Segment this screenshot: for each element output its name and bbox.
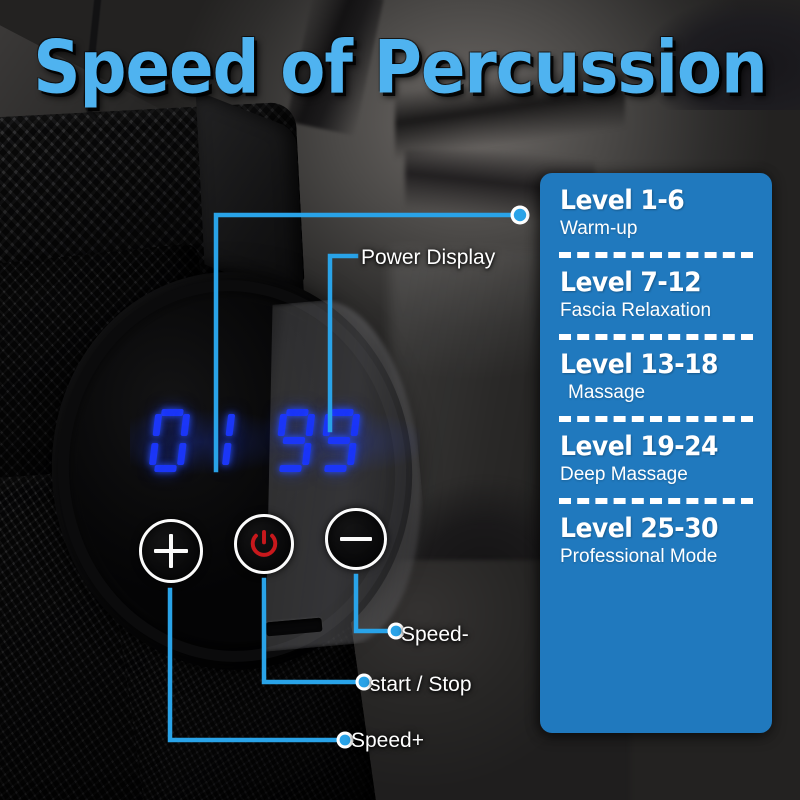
- led-digit: [275, 408, 316, 472]
- speed-plus-button[interactable]: [139, 519, 203, 583]
- level-block: Level 25-30 Professional Mode: [540, 515, 772, 568]
- level-title: Level 13-18: [560, 349, 719, 381]
- led-segment-b: [350, 414, 361, 436]
- level-block: Level 7-12 Fascia Relaxation: [540, 267, 772, 322]
- level-separator: [559, 498, 753, 505]
- led-segment-e: [148, 443, 159, 465]
- led-segment-g: [327, 437, 351, 444]
- led-value-left: [148, 408, 236, 472]
- led-segment-b: [180, 414, 191, 436]
- callout-label-power-display: Power Display: [361, 246, 496, 269]
- level-description: Warm-up: [560, 218, 638, 240]
- led-digit: [195, 408, 236, 472]
- led-segment-g: [282, 437, 306, 444]
- led-segment-f: [152, 414, 163, 436]
- level-separator: [559, 416, 753, 423]
- level-description: Massage: [568, 382, 646, 404]
- level-separator: [559, 334, 753, 341]
- led-digit: [148, 408, 191, 472]
- callout-label-speed-plus: Speed+: [351, 729, 424, 752]
- level-separator: [559, 252, 753, 259]
- start-stop-button[interactable]: [234, 514, 294, 574]
- level-title: Level 19-24: [560, 431, 719, 463]
- led-segment-d: [324, 465, 347, 472]
- page-title: Speed of Percussion: [33, 24, 768, 111]
- led-segment-b: [225, 414, 236, 436]
- led-segment-a: [285, 409, 309, 416]
- led-segment-b: [305, 414, 316, 436]
- led-segment-f: [322, 414, 333, 436]
- led-segment-d: [279, 465, 302, 472]
- level-title: Level 25-30: [560, 513, 719, 545]
- level-title: Level 1-6: [560, 185, 685, 216]
- level-block: Level 1-6 Warm-up: [540, 185, 772, 240]
- background-hair-region: [600, 0, 800, 110]
- led-power-display: [148, 408, 361, 472]
- callout-label-speed-minus: Speed-: [401, 623, 469, 646]
- led-segment-f: [277, 414, 288, 436]
- level-description: Deep Massage: [560, 464, 688, 486]
- led-segment-d: [154, 465, 177, 472]
- led-digit: [320, 408, 361, 472]
- level-block: Level 19-24 Deep Massage: [540, 433, 772, 486]
- level-description: Fascia Relaxation: [560, 300, 712, 322]
- led-segment-c: [176, 443, 187, 465]
- callout-label-start-stop: start / Stop: [370, 673, 472, 696]
- speed-levels-panel: Level 1-6 Warm-up Level 7-12 Fascia Relaxat…: [540, 173, 772, 733]
- level-block: Level 13-18 Massage: [540, 351, 772, 404]
- led-segment-c: [346, 443, 357, 465]
- speed-minus-button[interactable]: [325, 508, 387, 570]
- level-title: Level 7-12: [560, 267, 702, 299]
- led-value-right: [275, 408, 361, 472]
- minus-icon: [339, 522, 373, 556]
- led-segment-a: [330, 409, 354, 416]
- power-icon: [249, 529, 279, 559]
- led-segment-c: [221, 443, 232, 465]
- level-description: Professional Mode: [560, 546, 718, 568]
- plus-icon: [154, 534, 188, 568]
- led-segment-a: [160, 409, 184, 416]
- led-segment-c: [301, 443, 312, 465]
- background-strap-mid: [395, 55, 625, 165]
